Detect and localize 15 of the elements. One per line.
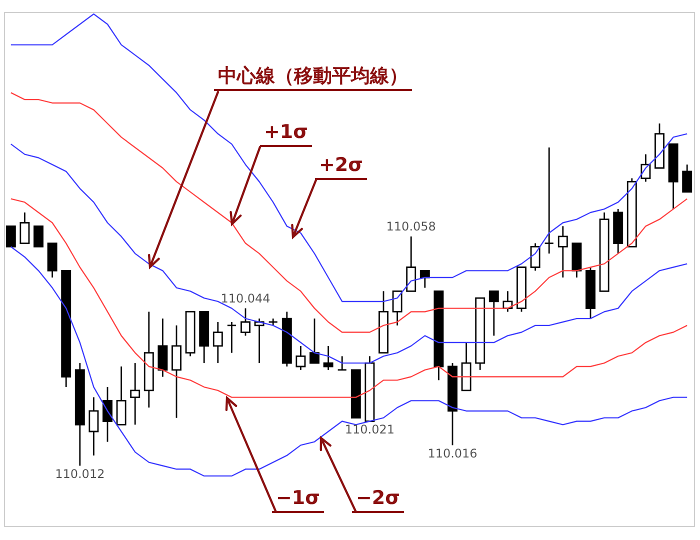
candlestick bbox=[337, 356, 348, 371]
candlestick bbox=[226, 321, 237, 354]
annotation: 110.016 bbox=[428, 446, 478, 460]
annotation: +1σ bbox=[260, 120, 312, 147]
candlestick bbox=[34, 225, 44, 248]
annotation: 110.044 bbox=[220, 291, 270, 306]
annotation: 110.058 bbox=[386, 220, 436, 234]
annotation: +2σ bbox=[315, 153, 367, 180]
candlestick bbox=[6, 225, 16, 248]
text: −1σ bbox=[272, 486, 324, 513]
annotation: 110.021 bbox=[344, 422, 395, 436]
text: −2σ bbox=[352, 486, 404, 513]
annotation: 110.012 bbox=[55, 466, 105, 481]
text: 中心線（移動平均線） bbox=[214, 64, 412, 91]
candlestick bbox=[544, 146, 554, 254]
